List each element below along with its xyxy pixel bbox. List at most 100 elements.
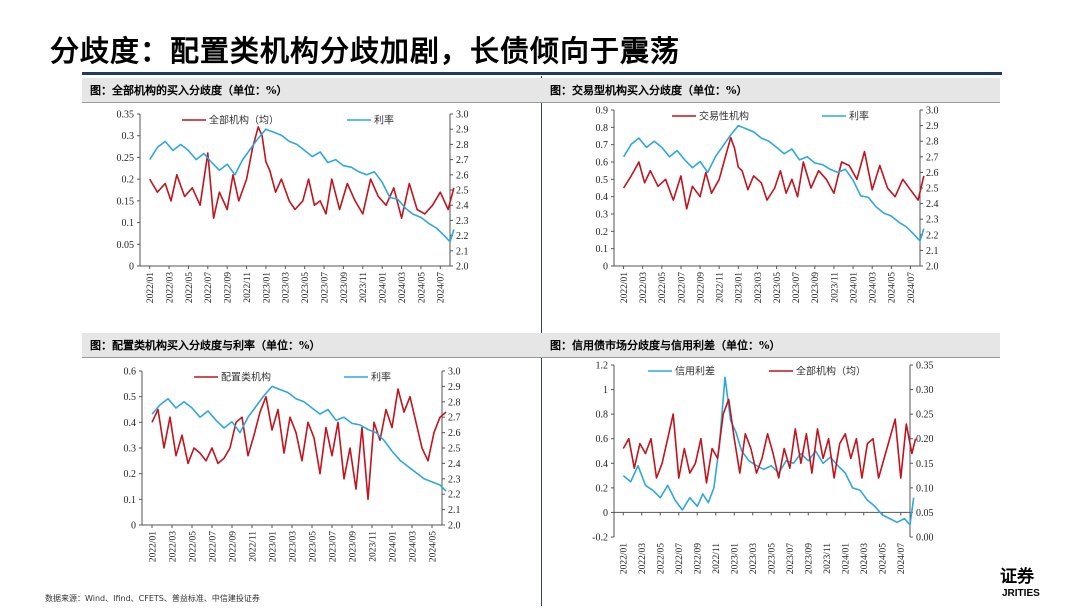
left-tick-label: 0.8 [596,123,609,134]
chart-trading-institutions: 0 0.1 0.2 0.3 0.4 0.5 0.6 0.7 0.8 0.9 2.0 2.1 2.2 2.3… [596,106,939,304]
chart4-title: 图：信用债市场分歧度与信用利差（单位：%） [542,333,1000,358]
left-tick-label: 0.6 [596,434,609,445]
legend-label-2: 利率 [849,110,869,123]
left-tick-label: 0.1 [122,218,135,229]
x-tick-label: 2024/07 [437,272,447,303]
left-tick-label: -0.2 [592,533,608,544]
x-tick-label: 2022/07 [675,543,685,574]
x-tick-label: 2023/05 [773,272,783,303]
left-tick-label: 0 [129,262,134,273]
right-tick-label: 2.6 [456,170,469,181]
legend-label-1: 全部机构（均） [209,114,279,127]
x-tick-label: 2023/11 [368,531,378,562]
left-tick-label: 0.25 [117,153,135,164]
left-tick-label: 0.05 [117,240,135,251]
right-tick-label: 2.7 [448,413,461,424]
right-tick-label: 2.3 [456,216,469,227]
right-tick-label: 2.3 [926,215,939,226]
x-tick-label: 2024/01 [388,531,398,562]
right-tick-label: 2.8 [456,140,469,151]
x-tick-label: 2023/03 [754,272,764,303]
x-tick-label: 2022/07 [208,531,218,562]
left-tick-label: 0 [603,508,608,519]
right-tick-label: 2.6 [448,428,461,439]
x-tick-label: 2023/11 [359,272,369,303]
x-tick-label: 2022/09 [228,531,238,562]
right-tick-label: 2.0 [926,262,939,273]
legend-label-2: 全部机构（均） [796,365,866,378]
x-tick-label: 2023/07 [320,272,330,303]
series-line-2 [151,385,447,492]
right-tick-label: 0.05 [916,508,934,519]
right-tick-label: 2.1 [448,505,461,516]
title-rule [82,72,1002,75]
left-tick-label: 0.7 [596,140,609,151]
left-tick-label: 1 [603,385,608,396]
chart2-title: 图：交易型机构买入分歧度（单位：%） [542,78,1000,103]
x-tick-label: 2022/03 [638,543,648,574]
left-tick-label: 0.3 [124,444,137,455]
x-tick-label: 2023/11 [823,543,833,574]
x-tick-label: 2024/07 [897,543,907,574]
chart-all-institutions: 0 0.05 0.1 0.15 0.2 0.25 0.3 0.35 2.0 2.1 2.2 2.3 2.… [117,110,469,304]
left-tick-label: 0.2 [596,483,609,494]
x-tick-label: 2023/03 [282,272,292,303]
x-tick-label: 2024/03 [408,531,418,562]
left-tick-label: 0.1 [596,244,609,255]
x-tick-label: 2022/03 [639,272,649,303]
left-tick-label: 0.2 [124,469,137,480]
series-line-1 [622,136,925,210]
right-tick-label: 2.8 [926,137,939,148]
series-line-1 [151,388,447,501]
x-tick-label: 2022/05 [657,543,667,574]
x-tick-label: 2022/01 [620,543,630,574]
right-tick-label: 2.9 [456,125,469,136]
right-tick-label: 0.20 [916,434,934,445]
x-tick-label: 2023/01 [268,531,278,562]
brand-logo-subtext: JRITIES [1002,588,1040,599]
x-tick-label: 2023/09 [340,272,350,303]
x-tick-label: 2023/01 [262,272,272,303]
x-tick-label: 2023/11 [830,272,840,303]
left-tick-label: 0.4 [596,459,609,470]
series-line-2 [149,128,455,243]
x-tick-label: 2022/07 [204,272,214,303]
series-line-1 [622,376,915,526]
left-tick-label: 0.2 [596,227,609,238]
legend-label-1: 配置类机构 [221,371,271,384]
left-tick-label: 0.6 [596,158,609,169]
x-tick-label: 2024/03 [869,272,879,303]
chart3-title: 图：配置类机构买入分歧度与利率（单位：%） [82,333,540,358]
right-tick-label: 2.2 [926,230,939,241]
right-tick-label: 3.0 [926,106,939,117]
left-tick-label: 0.3 [122,131,135,142]
left-tick-label: 0.4 [596,192,609,203]
left-tick-label: 1.2 [596,361,609,372]
x-tick-label: 2024/03 [860,543,870,574]
series-line-1 [149,126,455,219]
legend-label-1: 信用利差 [675,365,715,378]
right-tick-label: 2.6 [926,168,939,179]
x-tick-label: 2023/09 [811,272,821,303]
x-tick-label: 2023/01 [735,272,745,303]
series-line-2 [622,124,925,242]
right-tick-label: 2.7 [456,155,469,166]
x-tick-label: 2024/05 [428,531,438,562]
x-tick-label: 2022/11 [712,543,722,574]
left-tick-label: 0.8 [596,410,609,421]
right-tick-label: 2.8 [448,397,461,408]
x-tick-label: 2022/05 [185,272,195,303]
x-tick-label: 2022/09 [696,272,706,303]
x-tick-label: 2022/11 [716,272,726,303]
right-tick-label: 2.5 [448,444,461,455]
x-tick-label: 2022/09 [694,543,704,574]
chart1-title: 图：全部机构的买入分歧度（单位：%） [82,78,540,103]
x-tick-label: 2023/01 [731,543,741,574]
left-tick-label: 0.3 [596,210,609,221]
right-tick-label: 0.15 [916,459,934,470]
x-tick-label: 2022/11 [248,531,258,562]
x-tick-label: 2024/05 [417,272,427,303]
x-tick-label: 2023/05 [768,543,778,574]
x-tick-label: 2022/03 [165,272,175,303]
legend-label-2: 利率 [371,371,391,384]
